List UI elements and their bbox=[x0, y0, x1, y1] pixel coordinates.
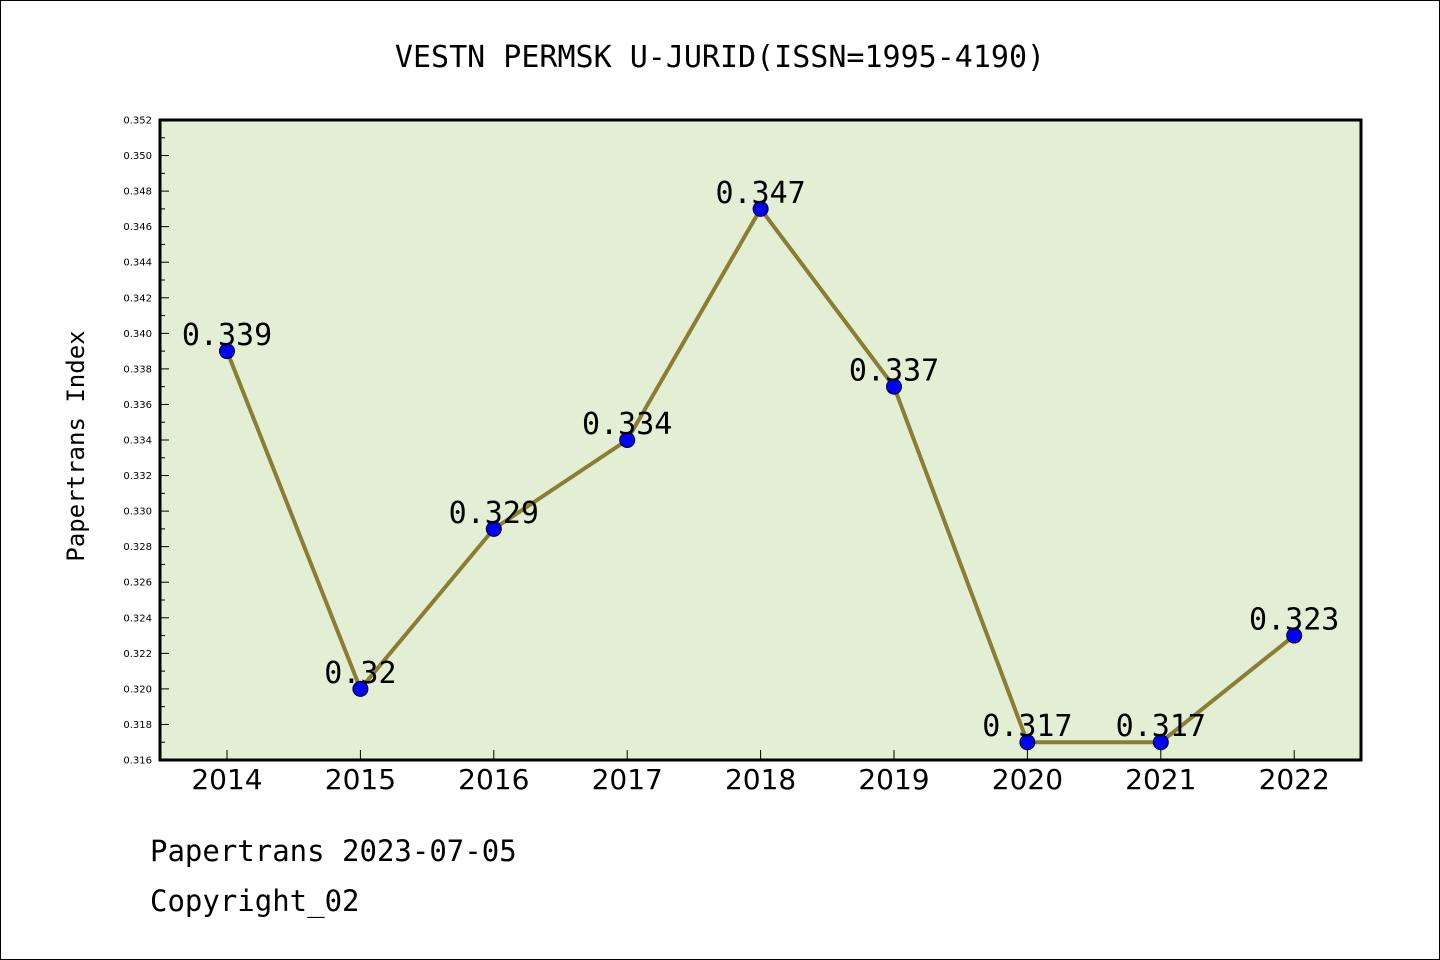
y-tick-label: 0.324 bbox=[123, 613, 152, 624]
y-tick-label: 0.316 bbox=[123, 756, 152, 767]
data-label: 0.317 bbox=[982, 709, 1072, 744]
data-point bbox=[1019, 734, 1036, 751]
y-tick-label: 0.334 bbox=[123, 436, 152, 447]
x-tick-label: 2020 bbox=[992, 763, 1063, 796]
footer-copyright: Copyright_02 bbox=[150, 884, 360, 918]
x-tick-label: 2016 bbox=[458, 763, 529, 796]
y-tick-label: 0.330 bbox=[123, 507, 152, 518]
y-tick-label: 0.328 bbox=[123, 542, 152, 553]
chart-title: VESTN PERMSK U-JURID(ISSN=1995-4190) bbox=[395, 40, 1045, 75]
data-label: 0.339 bbox=[182, 318, 272, 353]
data-label: 0.329 bbox=[449, 496, 539, 531]
y-tick-label: 0.346 bbox=[123, 222, 152, 233]
data-point bbox=[752, 200, 769, 217]
y-tick-label: 0.350 bbox=[123, 151, 152, 162]
y-tick-label: 0.320 bbox=[123, 684, 152, 695]
data-label: 0.334 bbox=[582, 407, 672, 442]
x-tick-label: 2018 bbox=[725, 763, 796, 796]
data-labels: 0.339 0.32 0.329 0.334 0.347 0.337 0.317 0.317 0… bbox=[182, 176, 1340, 744]
plot-area bbox=[160, 120, 1361, 760]
y-tick-label: 0.340 bbox=[123, 329, 152, 340]
data-point bbox=[1286, 627, 1303, 644]
y-tick-label: 0.338 bbox=[123, 364, 152, 375]
data-label: 0.32 bbox=[324, 656, 396, 691]
y-axis-label: Papertrans Index bbox=[62, 330, 90, 561]
x-tick-label: 2021 bbox=[1125, 763, 1196, 796]
x-tick-label: 2022 bbox=[1259, 763, 1330, 796]
y-tick-label: 0.322 bbox=[123, 649, 152, 660]
x-tick-label: 2014 bbox=[191, 763, 262, 796]
x-tick-label: 2015 bbox=[325, 763, 396, 796]
plot-border bbox=[158, 118, 1363, 762]
y-tick-label: 0.352 bbox=[123, 116, 152, 127]
data-point bbox=[1152, 734, 1169, 751]
data-point bbox=[352, 680, 369, 697]
y-tick-label: 0.336 bbox=[123, 400, 152, 411]
data-label: 0.347 bbox=[715, 176, 805, 211]
data-point bbox=[219, 343, 235, 360]
y-tick-label: 0.318 bbox=[123, 720, 152, 731]
y-tick-label: 0.348 bbox=[123, 187, 152, 198]
data-label: 0.337 bbox=[849, 354, 939, 389]
y-tick-label: 0.332 bbox=[123, 471, 152, 482]
y-tick-label: 0.344 bbox=[123, 258, 152, 269]
y-axis-ticks: 0.316 0.318 0.320 0.322 0.324 0.326 0.328 0.330… bbox=[123, 116, 169, 767]
footer-date: Papertrans 2023-07-05 bbox=[150, 834, 517, 868]
y-tick-label: 0.326 bbox=[123, 578, 152, 589]
x-tick-label: 2019 bbox=[858, 763, 929, 796]
data-point bbox=[619, 432, 636, 448]
data-point bbox=[886, 378, 902, 395]
x-tick-label: 2017 bbox=[592, 763, 663, 796]
data-point bbox=[485, 520, 502, 537]
data-label: 0.317 bbox=[1116, 709, 1206, 744]
data-label: 0.323 bbox=[1249, 603, 1339, 638]
y-tick-label: 0.342 bbox=[123, 293, 152, 304]
x-axis-ticks: 2014 2015 2016 2017 2018 2019 2020 2021 2022 bbox=[191, 750, 1330, 796]
data-markers bbox=[219, 200, 1303, 751]
